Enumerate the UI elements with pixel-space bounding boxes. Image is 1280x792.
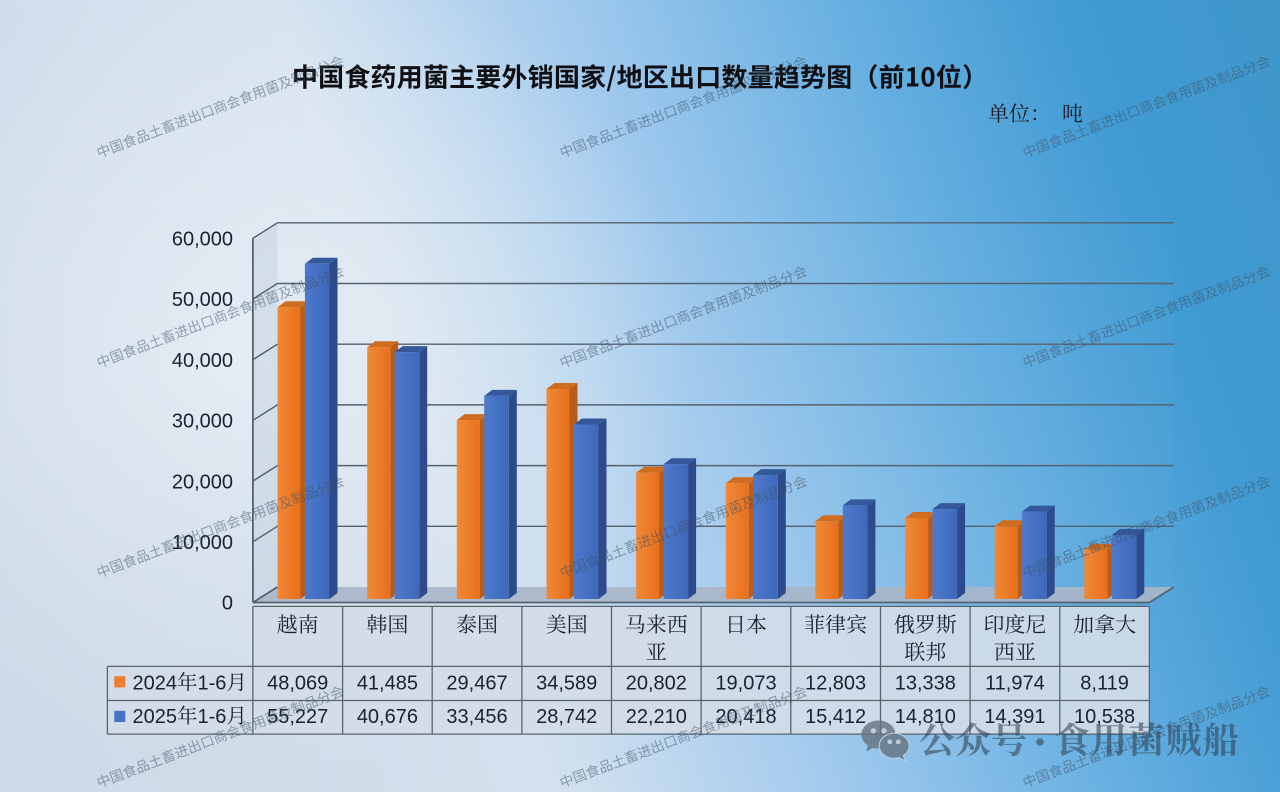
svg-text:30,000: 30,000	[172, 411, 233, 433]
svg-text:41,485: 41,485	[357, 673, 418, 695]
svg-text:50,000: 50,000	[172, 289, 233, 311]
svg-text:33,456: 33,456	[446, 706, 507, 728]
svg-text:10,538: 10,538	[1074, 706, 1135, 728]
svg-text:1-6: 1-6	[198, 706, 227, 728]
svg-text:55,227: 55,227	[267, 706, 328, 728]
svg-text:22,210: 22,210	[626, 706, 687, 728]
svg-text:13,338: 13,338	[895, 673, 956, 695]
svg-text:15,412: 15,412	[805, 706, 866, 728]
svg-text:28,742: 28,742	[536, 706, 597, 728]
svg-text:19,073: 19,073	[715, 673, 776, 695]
svg-text:2024: 2024	[133, 673, 178, 695]
svg-text:1-6: 1-6	[198, 673, 227, 695]
svg-text:48,069: 48,069	[267, 673, 328, 695]
svg-text:0: 0	[222, 593, 233, 615]
svg-text:40,000: 40,000	[172, 350, 233, 372]
svg-text:2025: 2025	[133, 706, 178, 728]
svg-text:10,000: 10,000	[172, 532, 233, 554]
svg-text:20,000: 20,000	[172, 471, 233, 493]
svg-text:14,810: 14,810	[895, 706, 956, 728]
svg-text:12,803: 12,803	[805, 673, 866, 695]
svg-text:14,391: 14,391	[984, 706, 1045, 728]
svg-text:8,119: 8,119	[1080, 673, 1129, 695]
svg-text:20,802: 20,802	[626, 673, 687, 695]
svg-text:60,000: 60,000	[172, 229, 233, 251]
svg-text:20,418: 20,418	[715, 706, 776, 728]
svg-text:29,467: 29,467	[446, 673, 507, 695]
svg-text:40,676: 40,676	[357, 706, 418, 728]
svg-text:11,974: 11,974	[985, 673, 1045, 695]
svg-text:34,589: 34,589	[536, 673, 597, 695]
